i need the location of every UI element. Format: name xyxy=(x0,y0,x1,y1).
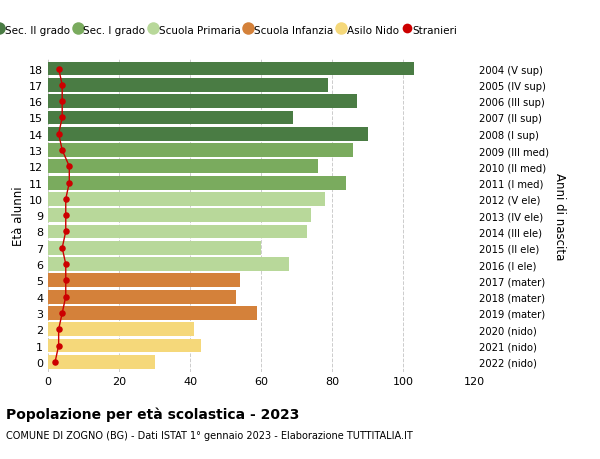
Point xyxy=(58,98,67,106)
Point xyxy=(58,114,67,122)
Point xyxy=(58,147,67,154)
Bar xyxy=(48,193,325,207)
Point xyxy=(61,277,71,285)
Text: Popolazione per età scolastica - 2023: Popolazione per età scolastica - 2023 xyxy=(6,406,299,421)
Point xyxy=(65,179,74,187)
Point xyxy=(58,82,67,90)
Bar xyxy=(48,144,353,157)
Bar xyxy=(48,225,307,239)
Point xyxy=(61,228,71,235)
Bar xyxy=(48,355,155,369)
Legend: Sec. II grado, Sec. I grado, Scuola Primaria, Scuola Infanzia, Asilo Nido, Stran: Sec. II grado, Sec. I grado, Scuola Prim… xyxy=(0,21,461,39)
Y-axis label: Età alunni: Età alunni xyxy=(12,186,25,246)
Bar xyxy=(48,209,311,223)
Point xyxy=(65,163,74,171)
Bar xyxy=(48,62,413,76)
Bar xyxy=(48,257,289,271)
Bar xyxy=(48,176,346,190)
Bar xyxy=(48,160,318,174)
Bar xyxy=(48,290,236,304)
Point xyxy=(61,212,71,219)
Point xyxy=(58,309,67,317)
Point xyxy=(54,131,64,138)
Bar xyxy=(48,95,357,109)
Point xyxy=(61,293,71,301)
Bar xyxy=(48,79,328,93)
Point xyxy=(54,66,64,73)
Bar xyxy=(48,306,257,320)
Bar xyxy=(48,241,261,255)
Bar xyxy=(48,339,200,353)
Bar xyxy=(48,111,293,125)
Point xyxy=(54,342,64,349)
Bar xyxy=(48,323,194,336)
Y-axis label: Anni di nascita: Anni di nascita xyxy=(553,172,566,259)
Bar xyxy=(48,274,240,288)
Text: COMUNE DI ZOGNO (BG) - Dati ISTAT 1° gennaio 2023 - Elaborazione TUTTITALIA.IT: COMUNE DI ZOGNO (BG) - Dati ISTAT 1° gen… xyxy=(6,431,413,441)
Point xyxy=(61,196,71,203)
Point xyxy=(50,358,60,366)
Bar xyxy=(48,128,367,141)
Point xyxy=(61,261,71,268)
Point xyxy=(54,326,64,333)
Point xyxy=(58,245,67,252)
